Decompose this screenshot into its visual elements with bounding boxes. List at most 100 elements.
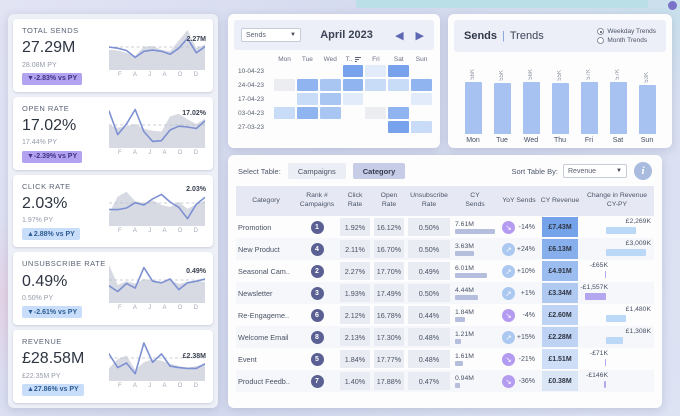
cell-click-rate: 1.40% xyxy=(338,370,372,392)
cell-open-rate: 17.49% xyxy=(372,282,406,304)
cy-sends-bar xyxy=(455,360,464,366)
metric-shaded-value: 16.12% xyxy=(374,218,404,236)
calendar-heat-cell xyxy=(296,93,318,105)
radio-month-trends[interactable]: Month Trends xyxy=(597,37,656,44)
cell-unsubscribe-rate: 0.49% xyxy=(406,260,452,282)
bar-group: 57K Sat xyxy=(606,58,630,144)
measure-dropdown-value: Sends xyxy=(246,31,266,39)
metric-shaded-value: 17.77% xyxy=(374,350,404,368)
sort-controls: Sort Table By: Revenue ▼ i xyxy=(511,162,652,180)
bar-value-label: 55K xyxy=(499,70,505,81)
trends-panel: Sends | Trends Weekday Trends Month Tren… xyxy=(448,14,672,148)
table-row: Newsletter 3 1.93% 17.49% 0.50% 4.44M ↗ +1% £3.3… xyxy=(236,282,654,304)
change-bar xyxy=(606,337,624,344)
cell-yoy-sends: ↗ +15% xyxy=(498,326,540,348)
kpi-card: UNSUBSCRIBE RATE 0.49% 0.50% PY ▼-2.61% vs … xyxy=(13,252,213,326)
calendar-heat-cell xyxy=(388,93,409,105)
measure-dropdown[interactable]: Sends ▼ xyxy=(241,28,301,42)
metric-shaded-value: 2.11% xyxy=(340,240,370,258)
metric-shaded-value: 1.40% xyxy=(340,372,370,390)
month-tick: D xyxy=(193,149,198,156)
month-tick: A xyxy=(132,305,137,312)
bar-group: 55K Tue xyxy=(490,58,514,144)
calendar-week-label: 24-04-23 xyxy=(238,81,265,89)
bar-value-label: 53K xyxy=(644,72,650,83)
calendar-heatmap: Mon Tue Wed T.. Fri Sat Sun 10-04-23 24-04-23 17-… xyxy=(228,54,440,133)
cell-category: Re-Engageme.. xyxy=(238,310,290,320)
calendar-heat-cell xyxy=(320,121,341,133)
cell-cy-revenue: £1.51M xyxy=(540,348,580,370)
month-tick: A xyxy=(162,227,167,234)
radio-icon xyxy=(597,28,605,35)
radio-weekday-trends[interactable]: Weekday Trends xyxy=(597,28,656,35)
calendar-day-header: Tue xyxy=(301,56,313,63)
change-value-label: £2,269K xyxy=(625,218,651,225)
bar xyxy=(493,83,511,134)
kpi-sparkline: 2.03% F A J A O D xyxy=(109,182,206,243)
calendar-week-row: 03-04-23 xyxy=(238,107,432,119)
sort-dropdown[interactable]: Revenue ▼ xyxy=(563,164,627,178)
metric-shaded-value: 0.48% xyxy=(408,350,450,368)
month-tick: O xyxy=(177,227,183,234)
bar-category-label: Wed xyxy=(523,137,539,144)
metric-shaded-value: 2.13% xyxy=(340,328,370,346)
month-tick: O xyxy=(177,149,183,156)
calendar-month-title: April 2023 xyxy=(320,29,373,41)
yoy-percent: -36% xyxy=(518,377,535,385)
calendar-heat-cell xyxy=(297,121,318,133)
kpi-card-left: REVENUE £28.58M £22.35M PY ▲27.86% vs PY xyxy=(22,337,109,398)
cell-click-rate: 1.92% xyxy=(338,216,372,238)
cell-yoy-sends: ↘ -36% xyxy=(498,370,540,392)
calendar-heat-cell xyxy=(274,107,295,119)
kpi-vs-py-badge: ▲2.88% vs PY xyxy=(22,228,80,241)
column-header: Click Rate xyxy=(347,192,363,208)
tab-category[interactable]: Category xyxy=(352,163,406,179)
prev-month-arrow[interactable]: ◀ xyxy=(395,29,404,42)
info-icon[interactable]: i xyxy=(634,162,652,180)
table-row: Welcome Email 8 2.13% 17.30% 0.48% 1.21M ↗ +15%… xyxy=(236,326,654,348)
cell-unsubscribe-rate: 0.47% xyxy=(406,370,452,392)
radio-label: Weekday Trends xyxy=(607,28,656,35)
cell-cy-sends: 4.44M xyxy=(452,282,498,304)
month-tick: D xyxy=(193,227,198,234)
trends-header: Sends | Trends Weekday Trends Month Tren… xyxy=(454,20,666,52)
month-tick: J xyxy=(148,305,152,312)
cy-sends-bar xyxy=(455,228,495,234)
radio-label: Month Trends xyxy=(607,37,648,44)
metric-shaded-value: 16.70% xyxy=(374,240,404,258)
background-teal-strip xyxy=(356,0,648,8)
table-row: Re-Engageme.. 6 2.12% 16.78% 0.44% 1.84M ↘ -4% £… xyxy=(236,304,654,326)
rank-badge: 4 xyxy=(310,242,324,256)
month-tick: A xyxy=(162,149,167,156)
calendar-heat-cell xyxy=(388,107,410,119)
next-month-arrow[interactable]: ▶ xyxy=(415,29,424,42)
yoy-percent: -4% xyxy=(522,311,535,319)
column-header: Unsubscribe Rate xyxy=(410,192,448,208)
yoy-percent: +10% xyxy=(516,267,535,275)
change-bar xyxy=(604,359,606,366)
table-controls: Select Table: Campaigns Category Sort Ta… xyxy=(228,155,662,186)
month-tick: A xyxy=(132,383,137,390)
bar xyxy=(638,85,656,134)
cell-rank: 7 xyxy=(296,370,338,392)
yoy-percent: -14% xyxy=(518,223,535,231)
cell-category: New Product xyxy=(238,244,280,254)
cell-yoy-sends: ↗ +24% xyxy=(498,238,540,260)
cell-cy-sends: 3.63M xyxy=(452,238,498,260)
kpi-card-left: TOTAL SENDS 27.29M 28.08M PY ▼-2.83% vs PY xyxy=(22,26,109,87)
calendar-week-label: 10-04-23 xyxy=(238,67,265,75)
cy-sends-value: 1.21M xyxy=(455,330,474,338)
calendar-heat-cell xyxy=(274,121,295,133)
month-tick: A xyxy=(132,72,137,78)
cell-open-rate: 17.30% xyxy=(372,326,406,348)
sparkline-chart xyxy=(109,342,205,382)
cell-click-rate: 2.12% xyxy=(338,304,372,326)
cy-sends-value: 1.61M xyxy=(455,352,474,360)
cy-sends-bar xyxy=(455,272,487,278)
metric-shaded-value: 0.49% xyxy=(408,262,450,280)
change-value-label: -£146K xyxy=(586,372,608,379)
calendar-heat-cell xyxy=(343,121,364,133)
trend-down-icon: ↘ xyxy=(502,308,515,322)
tab-campaigns[interactable]: Campaigns xyxy=(287,163,346,179)
calendar-heat-cell xyxy=(388,65,410,77)
